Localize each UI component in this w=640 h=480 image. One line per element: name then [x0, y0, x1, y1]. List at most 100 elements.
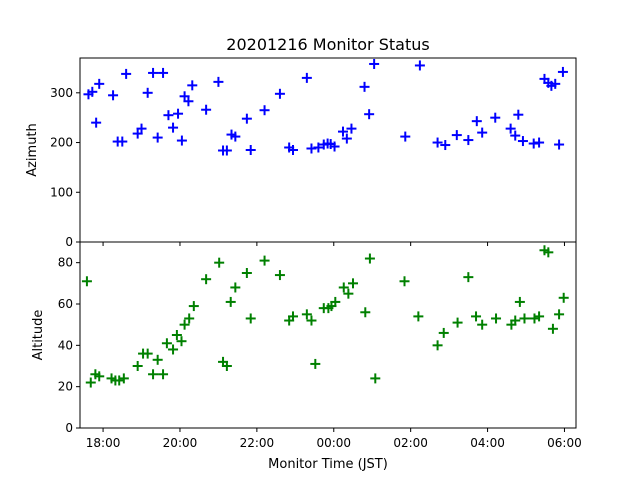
altitude-point-7 [118, 373, 129, 384]
azimuth-point-17 [176, 135, 187, 146]
altitude-point-49 [438, 327, 449, 338]
altitude-point-40 [338, 282, 349, 293]
altitude-point-43 [360, 307, 371, 318]
altitude-point-0 [81, 276, 92, 287]
azimuth-point-55 [505, 123, 516, 134]
azimuth-point-41 [341, 133, 352, 144]
altitude-point-27 [241, 268, 252, 278]
azimuth-point-1 [87, 86, 98, 97]
azimuth-ytick-label-0: 0 [65, 235, 73, 249]
altitude-point-21 [201, 274, 212, 285]
altitude-ytick-label-80: 80 [58, 256, 73, 270]
altitude-point-25 [225, 296, 236, 307]
altitude-frame [79, 241, 577, 429]
azimuth-point-29 [259, 105, 270, 116]
altitude-point-44 [364, 253, 375, 264]
altitude-ytick-label-20: 20 [58, 380, 73, 394]
azimuth-point-46 [400, 131, 411, 142]
altitude-point-33 [301, 309, 312, 320]
altitude-point-52 [471, 311, 482, 322]
azimuth-point-52 [471, 116, 482, 127]
azimuth-point-45 [369, 58, 380, 69]
azimuth-ytick-label-200: 200 [50, 136, 73, 150]
azimuth-point-56 [510, 130, 521, 141]
azimuth-point-2 [91, 117, 102, 128]
altitude-point-28 [245, 313, 256, 324]
altitude-point-26 [230, 282, 241, 293]
azimuth-point-24 [221, 145, 232, 156]
azimuth-point-27 [241, 113, 252, 124]
altitude-xtick-label-6: 06:00 [547, 436, 582, 450]
altitude-xtick-label-3: 00:00 [316, 436, 351, 450]
altitude-point-42 [347, 278, 358, 289]
altitude-point-65 [558, 292, 569, 303]
azimuth-point-13 [158, 67, 169, 78]
altitude-ytick-label-60: 60 [58, 297, 73, 311]
altitude-xtick-label-4: 02:00 [393, 436, 428, 450]
azimuth-point-7 [121, 68, 132, 79]
altitude-xtick-label-1: 20:00 [163, 436, 198, 450]
altitude-point-16 [171, 330, 182, 340]
altitude-plot: 0 20 40 60 80 18:00 20:00 22:00 00:00 02:00 04:00 0… [58, 241, 582, 450]
altitude-point-62 [543, 247, 554, 258]
azimuth-point-33 [301, 72, 312, 83]
altitude-point-45 [370, 373, 381, 384]
azimuth-point-6 [117, 136, 128, 147]
altitude-point-47 [413, 311, 424, 322]
azimuth-point-39 [329, 141, 340, 152]
azimuth-point-58 [517, 136, 528, 147]
altitude-point-12 [152, 354, 163, 365]
altitude-point-63 [547, 323, 558, 334]
azimuth-point-12 [152, 132, 163, 143]
altitude-point-8 [132, 361, 143, 371]
azimuth-point-50 [451, 130, 462, 141]
altitude-ytick-label-0: 0 [65, 421, 73, 435]
azimuth-point-51 [463, 135, 474, 146]
altitude-point-54 [491, 313, 502, 324]
altitude-point-48 [432, 340, 443, 351]
azimuth-point-10 [142, 87, 153, 98]
azimuth-point-35 [313, 142, 324, 153]
altitude-ytick-label-40: 40 [58, 338, 73, 352]
azimuth-point-26 [230, 131, 241, 142]
altitude-point-64 [554, 309, 565, 320]
altitude-point-59 [529, 313, 540, 324]
azimuth-point-30 [274, 88, 285, 99]
azimuth-point-22 [213, 76, 224, 87]
azimuth-point-4 [108, 90, 119, 101]
azimuth-point-40 [337, 126, 348, 137]
azimuth-point-21 [201, 104, 212, 115]
altitude-axis-label: Altitude [31, 310, 46, 361]
altitude-point-41 [343, 288, 354, 299]
altitude-point-14 [161, 338, 172, 349]
altitude-xtick-label-2: 22:00 [240, 436, 275, 450]
x-axis-label: Monitor Time (JST) [268, 457, 388, 472]
altitude-point-60 [534, 311, 545, 322]
altitude-point-35 [310, 358, 321, 369]
altitude-point-53 [477, 319, 488, 330]
azimuth-frame [79, 57, 577, 243]
altitude-point-30 [274, 270, 285, 281]
azimuth-point-20 [187, 80, 198, 91]
altitude-point-32 [288, 311, 299, 322]
altitude-point-15 [168, 344, 179, 355]
azimuth-point-44 [364, 109, 375, 120]
altitude-point-34 [306, 315, 317, 326]
altitude-point-57 [514, 296, 525, 307]
azimuth-point-32 [288, 145, 299, 155]
azimuth-point-57 [513, 109, 524, 120]
azimuth-point-49 [440, 140, 451, 151]
altitude-point-3 [94, 371, 105, 382]
azimuth-point-28 [245, 145, 256, 155]
altitude-point-22 [214, 257, 225, 268]
azimuth-plot: 0 100 200 300 [50, 57, 577, 249]
azimuth-point-9 [136, 123, 147, 134]
altitude-point-18 [179, 319, 190, 330]
azimuth-point-65 [554, 139, 565, 150]
altitude-point-39 [330, 296, 341, 307]
altitude-point-11 [148, 369, 159, 380]
altitude-point-51 [463, 272, 474, 283]
chart-title: 20201216 Monitor Status [226, 35, 429, 54]
altitude-point-6 [114, 375, 125, 386]
